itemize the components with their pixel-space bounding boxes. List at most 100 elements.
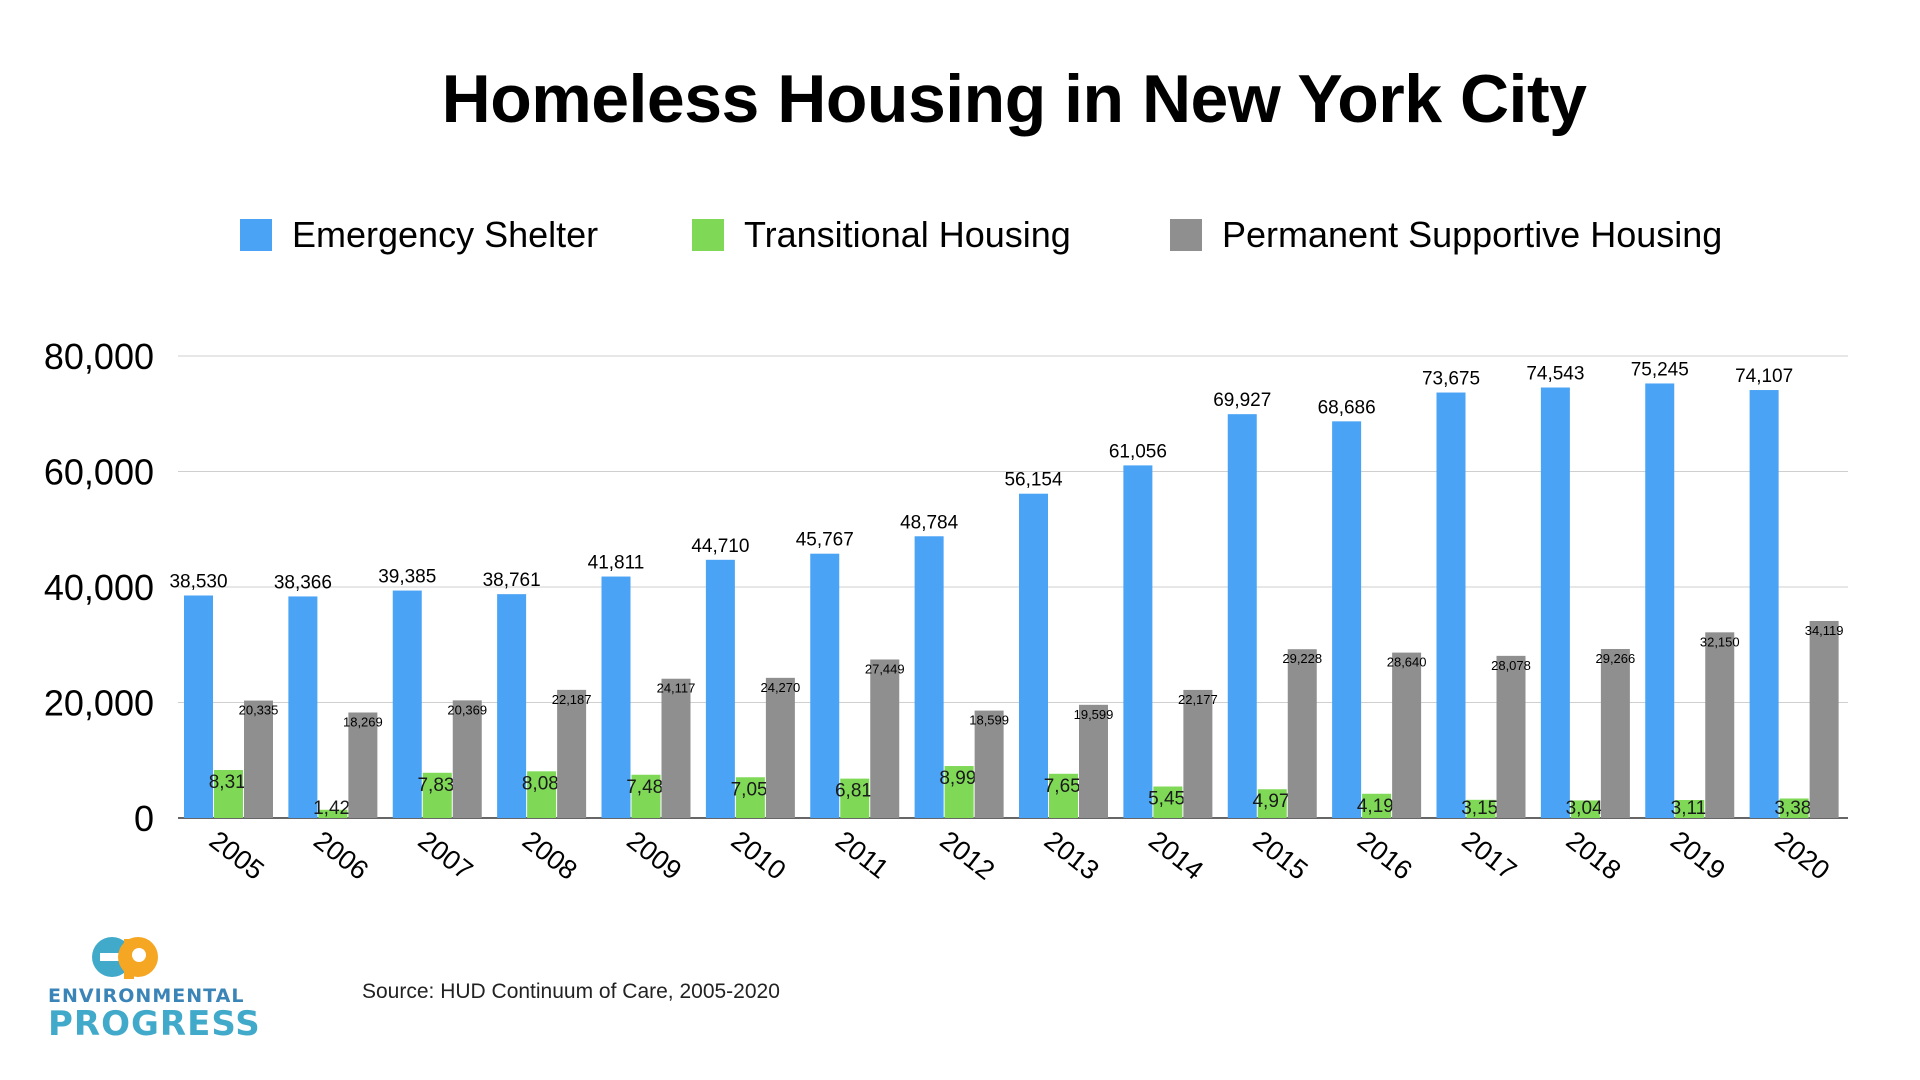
y-tick-label: 20,000	[44, 683, 154, 724]
bar-emergency-shelter-2005	[184, 595, 213, 818]
data-label-emergency-shelter-2006: 38,366	[274, 572, 332, 593]
data-label-emergency-shelter-2010: 44,710	[691, 536, 749, 557]
x-tick-label: 2015	[1248, 825, 1314, 886]
bar-permanent-supportive-housing-2011	[870, 659, 900, 818]
x-tick-label: 2008	[517, 825, 583, 886]
y-tick-label: 60,000	[44, 452, 154, 493]
x-tick-label: 2012	[934, 825, 1000, 886]
bar-emergency-shelter-2008	[497, 594, 527, 818]
bar-emergency-shelter-2012	[914, 536, 944, 818]
bar-permanent-supportive-housing-2005	[244, 700, 273, 818]
data-label-permanent-supportive-housing-2005: 20,335	[239, 703, 279, 718]
data-label-permanent-supportive-housing-2020: 34,119	[1805, 623, 1844, 638]
bar-transitional-housing-2008	[527, 771, 557, 818]
logo-text-environmental: ENVIRONMENTAL	[48, 985, 245, 1007]
bar-permanent-supportive-housing-2020	[1809, 620, 1839, 818]
bar-transitional-housing-2005	[214, 769, 243, 818]
data-label-emergency-shelter-2015: 69,927	[1213, 390, 1271, 411]
legend-swatch-permanent-supportive-housing	[1170, 219, 1202, 251]
data-label-permanent-supportive-housing-2006: 18,269	[343, 714, 383, 729]
bar-transitional-housing-2015	[1257, 789, 1287, 818]
bar-emergency-shelter-2009	[601, 576, 631, 818]
bar-permanent-supportive-housing-2019	[1705, 632, 1735, 818]
bar-transitional-housing-2012	[944, 766, 974, 818]
x-tick-label: 2013	[1039, 825, 1105, 886]
bar-transitional-housing-2006	[318, 809, 348, 818]
bar-emergency-shelter-2007	[392, 590, 422, 818]
data-label-emergency-shelter-2009: 41,811	[588, 553, 645, 574]
bar-transitional-housing-2019	[1675, 799, 1705, 818]
x-tick-label: 2014	[1143, 825, 1209, 886]
x-tick-label: 2011	[830, 825, 894, 884]
data-label-permanent-supportive-housing-2009: 24,117	[657, 681, 696, 696]
bar-transitional-housing-2014	[1153, 786, 1183, 818]
data-label-emergency-shelter-2008: 38,761	[483, 570, 541, 591]
data-label-emergency-shelter-2012: 48,784	[900, 512, 959, 533]
legend-label-transitional-housing: Transitional Housing	[744, 214, 1071, 255]
bar-emergency-shelter-2019	[1645, 383, 1675, 818]
bar-permanent-supportive-housing-2013	[1079, 704, 1108, 818]
data-label-emergency-shelter-2019: 75,245	[1631, 359, 1689, 380]
bar-permanent-supportive-housing-2009	[661, 678, 691, 818]
legend-item-transitional-housing: Transitional Housing	[692, 214, 1071, 256]
bar-emergency-shelter-2020	[1749, 390, 1779, 818]
data-label-emergency-shelter-2016: 68,686	[1318, 397, 1376, 418]
bar-transitional-housing-2018	[1570, 800, 1600, 818]
data-label-permanent-supportive-housing-2016: 28,640	[1387, 655, 1427, 670]
data-label-permanent-supportive-housing-2008: 22,187	[552, 692, 592, 707]
x-tick-label: 2005	[204, 825, 270, 886]
chart-title: Homeless Housing in New York City	[441, 61, 1587, 137]
data-label-permanent-supportive-housing-2019: 32,150	[1700, 634, 1740, 649]
bar-emergency-shelter-2015	[1227, 414, 1257, 818]
bar-emergency-shelter-2011	[810, 553, 840, 818]
data-label-emergency-shelter-2007: 39,385	[378, 567, 436, 588]
data-label-emergency-shelter-2017: 73,675	[1422, 369, 1480, 390]
bar-permanent-supportive-housing-2015	[1287, 649, 1317, 818]
bar-emergency-shelter-2014	[1123, 465, 1153, 818]
data-label-emergency-shelter-2011: 45,767	[796, 530, 854, 551]
y-tick-label: 80,000	[44, 336, 154, 377]
logo: ENVIRONMENTAL PROGRESS	[48, 935, 261, 1044]
bar-permanent-supportive-housing-2007	[452, 700, 482, 818]
bar-transitional-housing-2009	[631, 774, 661, 818]
x-tick-label: 2009	[621, 825, 687, 886]
bar-transitional-housing-2010	[735, 777, 765, 818]
bar-transitional-housing-2020	[1779, 798, 1809, 818]
bar-emergency-shelter-2016	[1332, 421, 1362, 818]
legend-label-permanent-supportive-housing: Permanent Supportive Housing	[1222, 214, 1723, 255]
bar-permanent-supportive-housing-2017	[1496, 655, 1526, 818]
bar-permanent-supportive-housing-2012	[974, 710, 1004, 818]
x-tick-label: 2006	[308, 825, 374, 886]
bar-permanent-supportive-housing-2016	[1392, 652, 1422, 818]
legend-swatch-emergency-shelter	[240, 219, 272, 251]
x-tick-label: 2007	[413, 825, 479, 886]
x-tick-label: 2010	[726, 825, 792, 886]
data-label-permanent-supportive-housing-2007: 20,369	[447, 702, 487, 717]
data-label-permanent-supportive-housing-2013: 19,599	[1074, 707, 1114, 722]
data-label-permanent-supportive-housing-2015: 29,228	[1282, 651, 1322, 666]
ep-logo-icon	[92, 937, 158, 979]
bar-permanent-supportive-housing-2014	[1183, 689, 1213, 818]
x-tick-label: 2019	[1665, 825, 1731, 886]
legend-item-emergency-shelter: Emergency Shelter	[240, 214, 598, 256]
data-label-emergency-shelter-2013: 56,154	[1004, 470, 1063, 491]
bar-permanent-supportive-housing-2008	[557, 689, 587, 818]
bar-permanent-supportive-housing-2006	[348, 712, 378, 818]
data-label-permanent-supportive-housing-2017: 28,078	[1491, 658, 1531, 673]
logo-text-progress: PROGRESS	[48, 1004, 261, 1044]
data-label-emergency-shelter-2018: 74,543	[1526, 364, 1584, 385]
bar-emergency-shelter-2006	[288, 596, 318, 818]
x-tick-label: 2017	[1456, 825, 1522, 886]
bar-transitional-housing-2016	[1362, 793, 1392, 818]
y-tick-label: 0	[134, 798, 154, 839]
data-label-permanent-supportive-housing-2014: 22,177	[1178, 692, 1218, 707]
legend-item-permanent-supportive-housing: Permanent Supportive Housing	[1170, 214, 1722, 256]
data-label-permanent-supportive-housing-2018: 29,266	[1595, 651, 1635, 666]
x-tick-label: 2016	[1352, 825, 1418, 886]
data-label-permanent-supportive-housing-2012: 18,599	[969, 713, 1009, 728]
source-note: Source: HUD Continuum of Care, 2005-2020	[362, 980, 780, 1003]
legend-label-emergency-shelter: Emergency Shelter	[292, 214, 599, 255]
bar-transitional-housing-2017	[1466, 799, 1496, 818]
bar-emergency-shelter-2018	[1540, 387, 1570, 818]
